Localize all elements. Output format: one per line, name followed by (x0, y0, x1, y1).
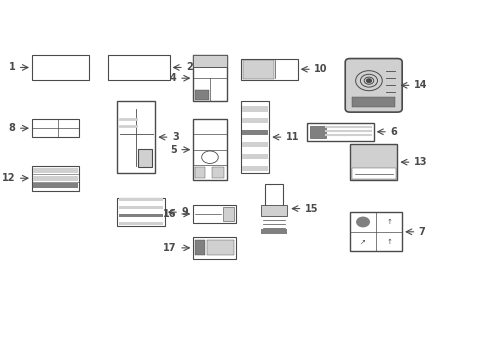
Text: 12: 12 (2, 173, 15, 183)
Text: 9: 9 (181, 207, 188, 217)
Bar (309, 126, 325, 138)
Text: 8: 8 (8, 123, 15, 133)
Bar (242, 118, 267, 123)
Bar (242, 106, 267, 112)
Circle shape (366, 79, 370, 82)
Bar (195, 90, 208, 100)
Bar (242, 60, 273, 78)
Bar (242, 130, 267, 135)
Bar (32, 119, 79, 137)
Bar (108, 55, 169, 80)
Bar (119, 214, 163, 217)
Text: 15: 15 (304, 203, 318, 213)
Bar (261, 205, 286, 216)
Text: 11: 11 (285, 132, 299, 142)
Bar (349, 144, 397, 180)
Bar (33, 168, 78, 173)
Bar (117, 102, 155, 173)
Text: 2: 2 (186, 63, 193, 72)
Bar (117, 198, 164, 226)
Bar (33, 183, 78, 188)
Bar (242, 154, 267, 159)
Text: 7: 7 (418, 227, 425, 237)
Text: 5: 5 (170, 145, 176, 155)
Bar (119, 222, 163, 225)
Bar (261, 229, 286, 234)
Bar (240, 59, 297, 80)
Bar (206, 240, 233, 255)
Bar (193, 55, 226, 67)
Bar (194, 240, 205, 255)
Bar (211, 167, 224, 178)
FancyBboxPatch shape (345, 59, 401, 112)
Bar (33, 176, 78, 181)
Bar (32, 166, 79, 191)
Text: ↑: ↑ (386, 239, 391, 245)
Bar (351, 168, 395, 179)
Text: 3: 3 (172, 132, 179, 142)
Bar (194, 167, 204, 178)
Bar (119, 198, 163, 201)
Bar (193, 119, 226, 180)
Text: 1: 1 (9, 63, 15, 72)
Bar (349, 212, 401, 251)
Bar (242, 166, 267, 171)
Text: 6: 6 (389, 127, 396, 137)
Text: 17: 17 (163, 243, 176, 253)
Bar (193, 55, 226, 102)
Bar (223, 207, 233, 221)
Bar (119, 214, 163, 217)
Text: 10: 10 (314, 64, 327, 74)
Text: ↑: ↑ (386, 219, 391, 225)
Bar (242, 142, 267, 147)
Bar (193, 237, 236, 258)
Bar (138, 149, 151, 167)
Bar (352, 98, 394, 107)
Bar (306, 123, 373, 141)
Text: 16: 16 (163, 209, 176, 219)
Text: 14: 14 (413, 80, 427, 90)
Text: 13: 13 (413, 157, 427, 167)
Bar (240, 102, 269, 173)
Bar (32, 55, 89, 80)
Bar (193, 205, 236, 223)
Text: 4: 4 (170, 73, 176, 83)
Bar (265, 184, 282, 206)
Circle shape (359, 157, 368, 164)
Bar (119, 206, 163, 209)
Circle shape (377, 157, 386, 164)
Text: ↗: ↗ (359, 239, 365, 245)
Circle shape (356, 217, 368, 227)
